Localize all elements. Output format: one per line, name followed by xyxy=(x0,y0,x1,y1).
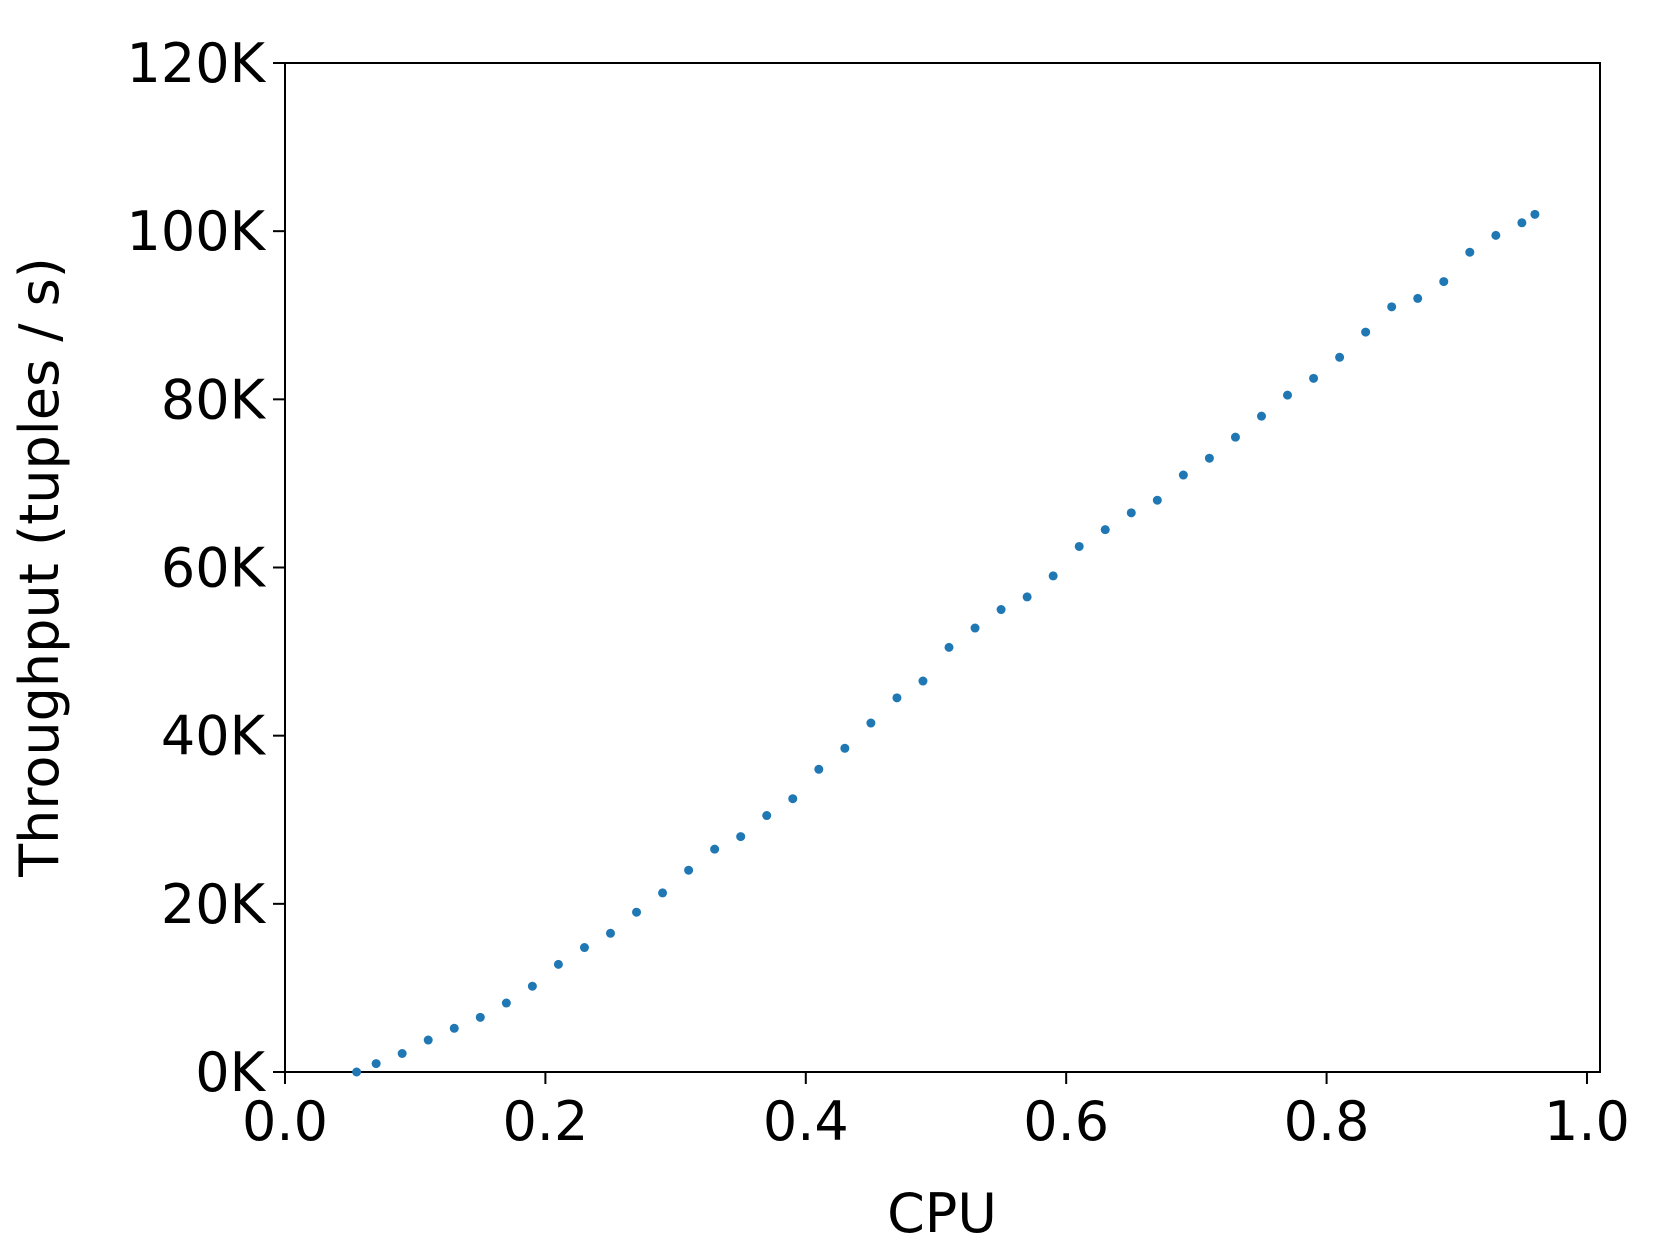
x-tick-label: 0.0 xyxy=(242,1090,328,1153)
scatter-point xyxy=(1074,541,1084,551)
y-tick-label: 20K xyxy=(161,873,267,936)
scatter-point xyxy=(788,794,798,804)
scatter-point xyxy=(1152,495,1162,505)
scatter-point xyxy=(475,1012,485,1022)
y-tick-label: 80K xyxy=(161,368,267,431)
x-tick-label: 0.4 xyxy=(763,1090,849,1153)
scatter-point xyxy=(1361,327,1371,337)
y-tick-label: 60K xyxy=(161,537,267,600)
x-tick-label: 0.8 xyxy=(1284,1090,1370,1153)
scatter-point xyxy=(527,981,537,991)
x-axis-label: CPU xyxy=(887,1182,997,1245)
y-tick-label: 0K xyxy=(195,1041,266,1104)
scatter-point xyxy=(1256,411,1266,421)
scatter-point xyxy=(762,811,772,821)
scatter-point xyxy=(397,1049,407,1059)
y-axis-label: Throughput (tuples / s) xyxy=(8,257,71,878)
plot-frame xyxy=(284,62,1601,1073)
scatter-point xyxy=(710,844,720,854)
scatter-point xyxy=(814,764,824,774)
scatter-point xyxy=(371,1059,381,1069)
scatter-point xyxy=(840,743,850,753)
scatter-point xyxy=(736,832,746,842)
x-tick-label: 1.0 xyxy=(1544,1090,1630,1153)
scatter-point xyxy=(1230,432,1240,442)
scatter-point xyxy=(944,642,954,652)
scatter-point xyxy=(553,959,563,969)
x-tick-label: 0.6 xyxy=(1023,1090,1109,1153)
scatter-point xyxy=(892,693,902,703)
scatter-point xyxy=(1530,209,1540,219)
scatter-point xyxy=(866,718,876,728)
scatter-point xyxy=(1439,277,1449,287)
x-tick-label: 0.2 xyxy=(502,1090,588,1153)
scatter-point xyxy=(1335,352,1345,362)
scatter-point xyxy=(632,907,642,917)
scatter-point xyxy=(1022,592,1032,602)
scatter-point xyxy=(1387,302,1397,312)
scatter-point xyxy=(1100,525,1110,535)
scatter-point xyxy=(996,605,1006,615)
scatter-point xyxy=(970,623,980,633)
scatter-point xyxy=(684,865,694,875)
scatter-point xyxy=(423,1035,433,1045)
scatter-point xyxy=(918,676,928,686)
scatter-point xyxy=(1517,218,1527,228)
scatter-point xyxy=(352,1067,362,1077)
y-tick-label: 100K xyxy=(127,200,267,263)
scatter-point xyxy=(1465,247,1475,257)
scatter-point xyxy=(449,1023,459,1033)
scatter-point xyxy=(579,943,589,953)
scatter-point xyxy=(658,888,668,898)
scatter-point xyxy=(1126,508,1136,518)
scatter-point xyxy=(1048,571,1058,581)
y-tick-label: 40K xyxy=(161,705,267,768)
scatter-point xyxy=(1178,470,1188,480)
scatter-point xyxy=(605,928,615,938)
scatter-point xyxy=(1283,390,1293,400)
scatter-point xyxy=(1309,373,1319,383)
scatter-point xyxy=(1413,293,1423,303)
scatter-point xyxy=(1204,453,1214,463)
y-tick-label: 120K xyxy=(127,32,267,95)
scatter-point xyxy=(1491,230,1501,240)
scatter-point xyxy=(501,998,511,1008)
